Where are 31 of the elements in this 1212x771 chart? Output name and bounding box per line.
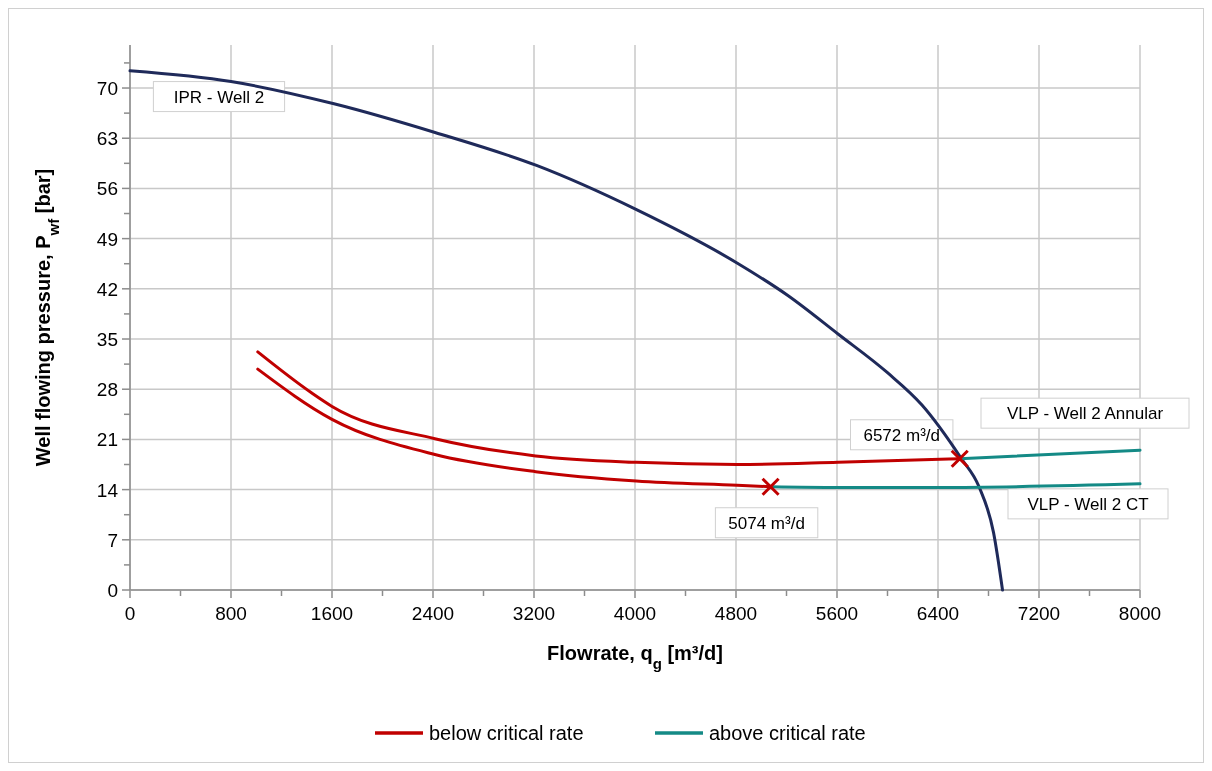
y-tick-label: 42 (96, 278, 118, 300)
legend-label: below critical rate (429, 722, 584, 744)
legend-label: above critical rate (709, 722, 866, 744)
x-tick-label: 8000 (1118, 603, 1162, 624)
x-tick-label: 7200 (1017, 603, 1061, 624)
y-tick-label: 63 (96, 128, 118, 150)
y-tick-label: 21 (96, 429, 118, 451)
annotation: IPR - Well 2 (173, 87, 265, 107)
y-tick-label: 35 (96, 329, 118, 351)
x-tick-label: 800 (215, 603, 247, 624)
x-tick-label: 4800 (714, 603, 758, 624)
y-tick-label: 70 (96, 78, 118, 100)
annotation: VLP - Well 2 CT (1027, 494, 1149, 514)
y-tick-label: 7 (107, 529, 118, 551)
annotation: 6572 m³/d (863, 425, 940, 445)
x-tick-label: 5600 (815, 603, 859, 624)
x-tick-label: 0 (124, 603, 136, 624)
annotation: 5074 m³/d (728, 513, 805, 533)
y-tick-label: 56 (96, 178, 118, 200)
line-series (128, 69, 1005, 592)
y-tick-label: 49 (96, 228, 118, 250)
y-tick-label: 28 (96, 379, 118, 401)
x-tick-label: 3200 (512, 603, 556, 624)
annotation: VLP - Well 2 Annular (1006, 404, 1164, 424)
x-tick-label: 1600 (310, 603, 354, 624)
x-axis-title: Flowrate, q$_{g}$ [m³/d] (547, 642, 723, 672)
y-tick-label: 0 (107, 580, 118, 601)
x-tick-label: 6400 (916, 603, 960, 624)
x-tick-label: 4000 (613, 603, 657, 624)
y-tick-label: 14 (96, 479, 119, 501)
x-tick-label: 2400 (411, 603, 455, 624)
